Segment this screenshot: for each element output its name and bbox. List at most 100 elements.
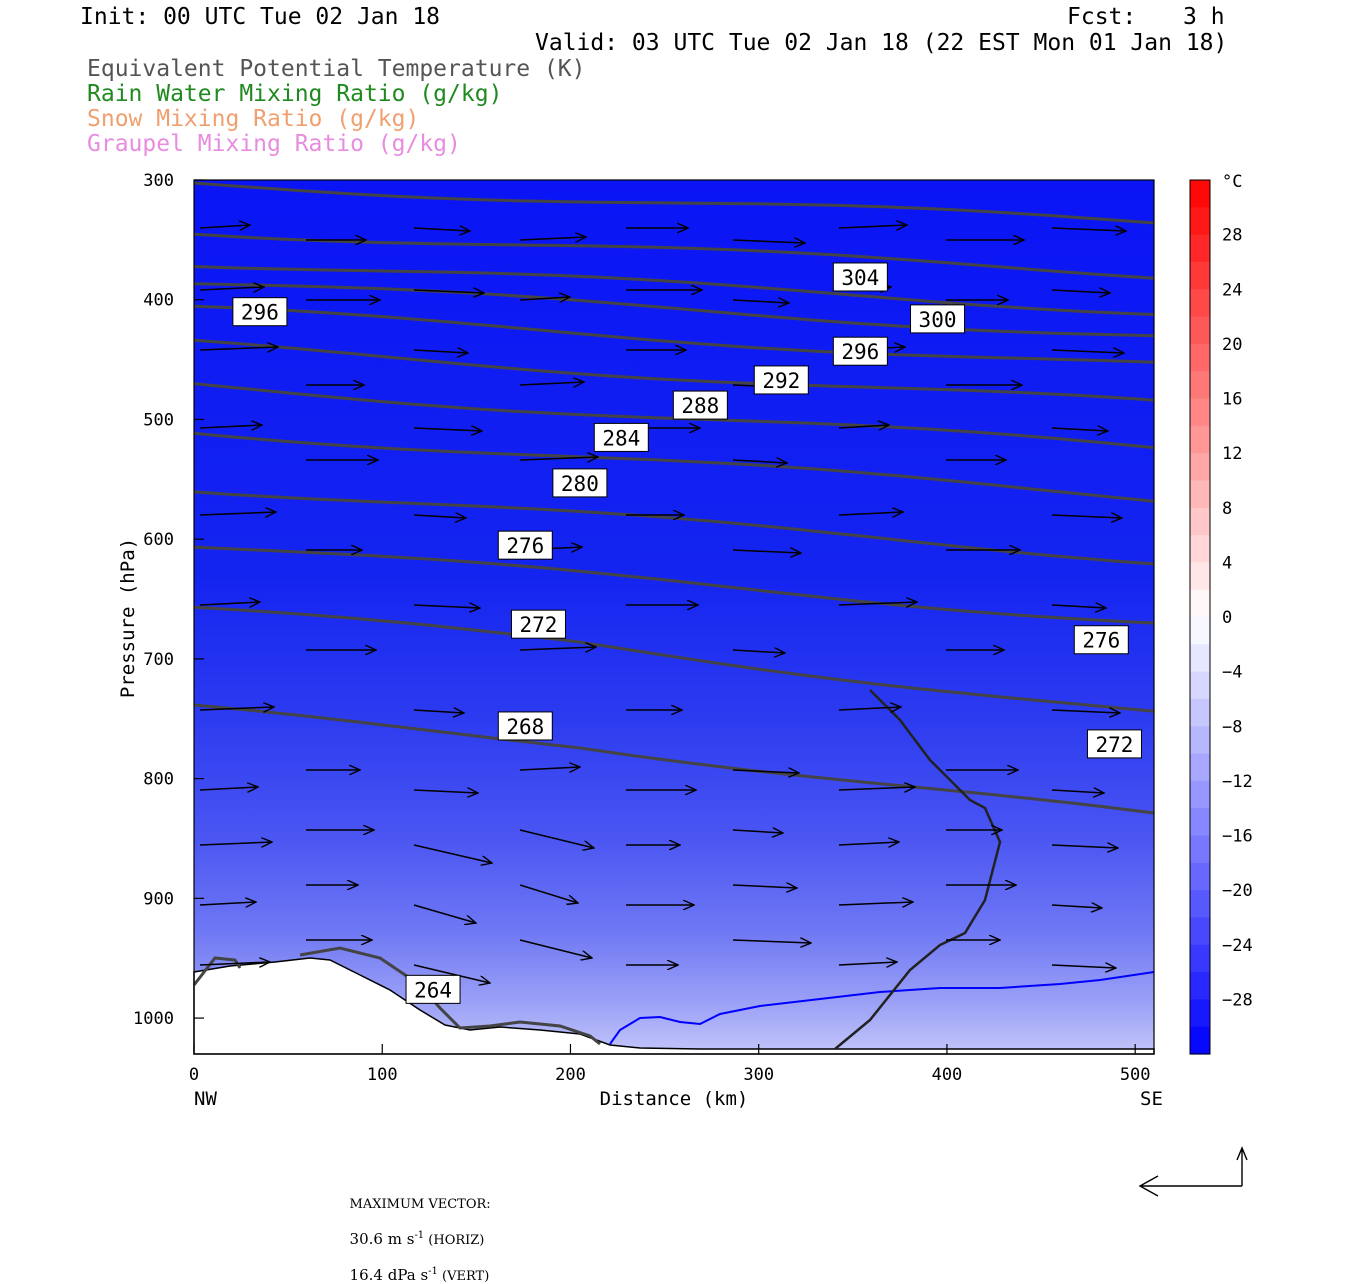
valid-time: Valid: 03 UTC Tue 02 Jan 18 (22 EST Mon … (535, 30, 1228, 56)
legend-rain: Rain Water Mixing Ratio (g/kg) (87, 81, 503, 107)
contour-label-box (672, 390, 728, 420)
wind-vector (732, 550, 801, 553)
colorbar-bin (1190, 180, 1210, 208)
colorbar-bin (1190, 617, 1210, 645)
colorbar-bin (1190, 753, 1210, 782)
wind-vector (519, 382, 584, 385)
wind-vectors (199, 225, 1126, 983)
wind-vector (732, 650, 785, 653)
colorbar-tick-label: 12 (1222, 444, 1242, 464)
wind-vector (732, 300, 789, 303)
contour-label-box (1073, 625, 1129, 655)
wind-vector (1051, 228, 1126, 231)
contour-label-box (1086, 729, 1142, 759)
wind-vector (838, 962, 897, 965)
contour-label: 272 (1096, 733, 1134, 757)
theta-e-contour-line (193, 304, 1155, 364)
x-end-label-se: SE (1140, 1088, 1163, 1110)
contour-label: 304 (841, 266, 879, 290)
max-vert-vector: 16.4 dPa s (349, 1266, 429, 1284)
wind-vector (838, 842, 899, 845)
cross-section-chart: 2963043002962922882842802762722762682722… (117, 171, 1253, 1197)
colorbar-tick-label: 20 (1222, 335, 1242, 355)
wind-vector (519, 457, 598, 460)
theta-e-contours (192, 181, 1155, 1046)
wind-vector (519, 767, 580, 770)
colorbar-bin (1190, 644, 1210, 673)
colorbar-tick-label: −28 (1222, 990, 1253, 1010)
wind-vector (838, 787, 915, 790)
wind-vector (1051, 605, 1106, 608)
colorbar-bin (1190, 890, 1210, 919)
wind-vector (413, 790, 478, 793)
colorbar-tick-label: −20 (1222, 881, 1253, 901)
colorbar-tick-label: −24 (1222, 936, 1253, 956)
wind-vector (1051, 965, 1116, 968)
wind-vector (199, 707, 274, 710)
max-vert-exponent: -1 (428, 1266, 438, 1277)
wind-vector (519, 647, 596, 650)
x-tick-label: 200 (555, 1065, 586, 1085)
theta-e-contour-line (193, 282, 1155, 338)
max-horiz-exponent: -1 (414, 1230, 425, 1241)
wind-vector (199, 287, 264, 290)
wind-vector (732, 240, 805, 243)
wind-vector (732, 770, 799, 773)
wind-vector (519, 297, 570, 300)
y-tick-label: 700 (143, 650, 174, 670)
contour-label-box (510, 609, 566, 639)
contour-label-box (552, 468, 608, 498)
contour-label: 276 (506, 534, 544, 558)
colorbar-bin (1190, 944, 1210, 973)
contour-label: 284 (602, 426, 640, 450)
wind-vector (1051, 710, 1120, 713)
wind-vector (838, 225, 907, 228)
wind-vector (519, 884, 578, 903)
colorbar-bin (1190, 835, 1210, 864)
colorbar-bin (1190, 862, 1210, 891)
x-tick-label: 100 (367, 1065, 398, 1085)
colorbar-bin (1190, 261, 1210, 290)
contour-label: 280 (561, 472, 599, 496)
contour-label: 288 (681, 394, 719, 418)
colorbar-bin (1190, 808, 1210, 837)
wind-vector (199, 425, 262, 428)
max-horiz-vector: 30.6 m s (349, 1230, 415, 1248)
colorbar-bin (1190, 917, 1210, 946)
wind-vector (413, 290, 484, 293)
colorbar-tick-label: −12 (1222, 772, 1253, 792)
contour-label: 264 (414, 978, 452, 1002)
y-tick-label: 300 (143, 171, 174, 191)
legend-graupel: Graupel Mixing Ratio (g/kg) (87, 131, 461, 157)
colorbar-bin (1190, 589, 1210, 618)
wind-vector (199, 842, 272, 845)
wind-vector (1051, 350, 1124, 353)
wind-vector (199, 787, 258, 790)
colorbar-bin (1190, 207, 1210, 236)
init-time: Init: 00 UTC Tue 02 Jan 18 (80, 4, 441, 30)
contour-label-box (593, 422, 649, 452)
y-axis-label: Pressure (hPa) (117, 538, 139, 698)
forecast-label: Fcst: (1067, 4, 1137, 30)
colorbar-tick-label: 28 (1222, 226, 1242, 246)
wind-vector (199, 225, 250, 228)
contour-label-box (497, 711, 553, 741)
legend-theta-e: Equivalent Potential Temperature (K) (87, 56, 586, 82)
colorbar-bin (1190, 780, 1210, 809)
wind-vector (413, 428, 482, 431)
y-tick-label: 800 (143, 770, 174, 790)
wind-vector (199, 602, 260, 605)
x-tick-label: 0 (189, 1065, 199, 1085)
colorbar-tick-label: 8 (1222, 499, 1232, 519)
wind-vector (1051, 790, 1104, 793)
colorbar-bin (1190, 289, 1210, 318)
colorbar-bin (1190, 671, 1210, 700)
y-tick-label: 400 (143, 291, 174, 311)
wind-vector (413, 904, 476, 923)
wind-vector (838, 902, 913, 905)
wind-vector (732, 940, 811, 943)
contour-label-box (832, 262, 888, 292)
contour-label-box (753, 365, 809, 395)
max-vector-label: MAXIMUM VECTOR: (349, 1197, 491, 1212)
colorbar-tick-label: 24 (1222, 280, 1242, 300)
